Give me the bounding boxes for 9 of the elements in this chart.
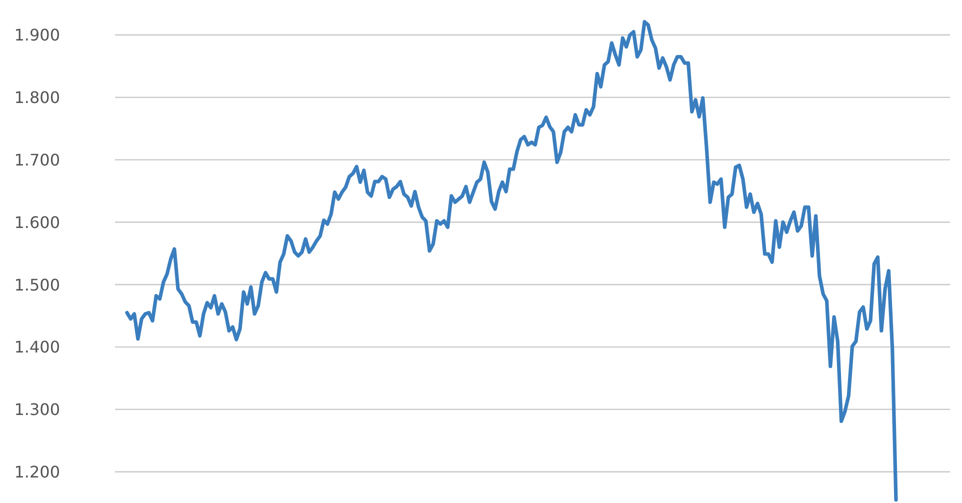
y-tick-label: 1.700	[14, 150, 60, 170]
y-tick-label: 1.900	[14, 26, 60, 45]
y-tick-label: 1.200	[14, 462, 60, 482]
y-tick-label: 1.800	[14, 88, 60, 108]
y-tick-label: 1.500	[14, 275, 60, 294]
y-tick-label: 1.600	[14, 212, 60, 232]
y-tick-label: 1.400	[14, 338, 60, 357]
line-series	[125, 20, 898, 502]
y-tick-label: 1.300	[14, 400, 60, 420]
